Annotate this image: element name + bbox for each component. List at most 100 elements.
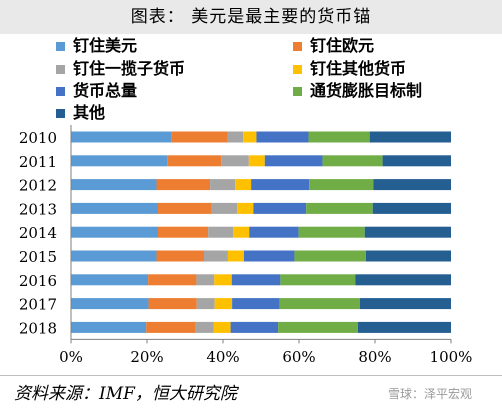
bar-segment [208,226,234,238]
bar-segment [237,202,254,214]
chart-title: 图表： 美元是最主要的货币锚 [0,0,502,34]
source-note: 资料来源：IMF，恒大研究院 [14,384,237,404]
legend-label: 货币总量 [73,81,137,100]
bar-segment [196,274,215,286]
legend-swatch [293,87,302,96]
bar-segment [158,226,209,238]
bar-segment [146,321,196,333]
bar-segment [148,274,197,286]
legend-swatch [56,109,65,118]
bar-segment [156,250,204,262]
legend-label: 通货膨胀目标制 [310,81,422,100]
bar-segment [213,321,231,333]
legend-swatch [56,42,65,51]
bar-segment [369,131,451,143]
bar-segment [227,131,244,143]
bar-segment [251,179,310,191]
bar-segment [227,250,244,262]
bar-segment [221,155,249,167]
bar-segment [243,131,257,143]
bar-segment [279,298,360,310]
bar-segment [309,179,374,191]
bar-segment [306,202,373,214]
bar-segment [71,226,159,238]
divider [0,375,502,376]
y-tick-label: 2012 [19,177,57,195]
bar-segment [243,250,295,262]
legend-swatch [56,65,65,74]
bar-segment [280,274,356,286]
bar-segment [248,155,265,167]
legend-label: 钉住欧元 [310,36,374,55]
x-tick-label: 80% [358,348,391,366]
legend-label: 钉住一揽子货币 [73,59,185,78]
bar-segment [156,179,211,191]
bar-segment [158,202,212,214]
legend-label: 钉住其他货币 [310,59,406,78]
bar-segment [278,321,358,333]
bar-segment [364,226,451,238]
bar-segment [355,274,451,286]
y-tick-label: 2013 [19,200,57,218]
y-tick-label: 2010 [19,129,57,147]
bar-segment [210,179,236,191]
bar-segment [233,226,250,238]
bar-segment [195,321,214,333]
watermark: 雪球：泽平宏观 [388,387,473,401]
bar-segment [71,155,168,167]
legend-swatch [293,42,302,51]
bar-segment [196,298,215,310]
bar-segment [249,226,299,238]
y-tick-label: 2018 [19,319,57,337]
bar-segment [211,202,238,214]
bar-segment [294,250,366,262]
bar-segment [359,298,451,310]
bar-segment [372,202,451,214]
x-tick-label: 40% [206,348,239,366]
bar-segment [235,179,252,191]
bar-segment [214,274,232,286]
legend-swatch [56,87,65,96]
x-tick-label: 60% [282,348,315,366]
bar-segment [322,155,383,167]
legend-label: 钉住美元 [73,36,137,55]
y-tick-label: 2011 [19,153,57,171]
bar-segment [71,321,147,333]
bar-segment [71,202,159,214]
bar-segment [71,131,172,143]
y-tick-label: 2016 [19,272,57,290]
bar-segment [71,179,157,191]
bar-segment [71,274,149,286]
bar-segment [171,131,228,143]
x-tick-label: 20% [130,348,163,366]
bar-segment [167,155,222,167]
legend-label: 其他 [73,103,105,122]
y-tick-label: 2014 [19,224,57,242]
bar-segment [298,226,365,238]
bars [71,131,451,333]
bar-segment [230,321,279,333]
bar-segment [308,131,370,143]
bar-segment [253,202,307,214]
bar-segment [264,155,323,167]
bar-segment [256,131,309,143]
bar-segment [357,321,451,333]
legend-swatch [293,65,302,74]
x-tick-label: 0% [59,348,83,366]
bar-segment [71,250,157,262]
bar-segment [71,298,149,310]
bar-segment [365,250,451,262]
bar-segment [231,274,281,286]
bar-segment [382,155,451,167]
bar-segment [214,298,233,310]
bar-segment [204,250,228,262]
y-tick-label: 2017 [19,296,57,314]
x-tick-label: 100% [430,348,473,366]
y-tick-label: 2015 [19,248,57,266]
bar-segment [232,298,280,310]
bar-segment [148,298,197,310]
bar-segment [373,179,451,191]
